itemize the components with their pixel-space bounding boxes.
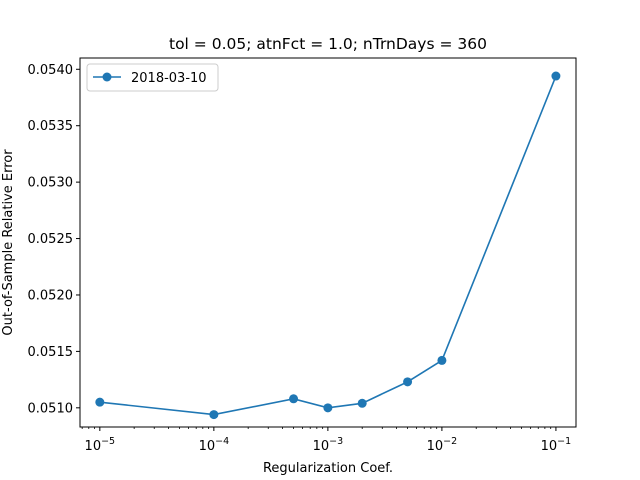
- x-tick-base: 10: [313, 439, 330, 454]
- x-tick-label: 10−4: [199, 436, 230, 454]
- x-tick-label: 10−3: [313, 436, 344, 454]
- x-tick-exponent: −3: [329, 436, 343, 447]
- y-tick-label: 0.0510: [28, 401, 74, 416]
- x-axis-label: Regularization Coef.: [263, 461, 393, 476]
- y-axis-label: Out-of-Sample Relative Error: [1, 149, 16, 336]
- x-tick-exponent: −1: [557, 436, 571, 447]
- x-tick-base: 10: [541, 439, 558, 454]
- legend-label: 2018-03-10: [131, 71, 207, 86]
- chart-title: tol = 0.05; atnFct = 1.0; nTrnDays = 360: [169, 35, 487, 53]
- x-axis: 10−5 10−4 10−3 10−2 10−1: [81, 427, 572, 454]
- data-point: [323, 403, 333, 413]
- x-tick-exponent: −4: [215, 436, 229, 447]
- y-tick-label: 0.0515: [28, 345, 74, 360]
- data-point: [95, 397, 105, 407]
- y-axis: 0.0510 0.0515 0.0520 0.0525 0.0530 0.0535 0.05…: [28, 63, 80, 416]
- x-tick-exponent: −5: [101, 436, 115, 447]
- legend-marker: [102, 72, 112, 82]
- x-tick-label: 10−5: [85, 436, 116, 454]
- y-tick-label: 0.0530: [28, 176, 74, 191]
- data-point: [209, 410, 219, 420]
- data-point: [437, 355, 447, 365]
- x-tick-base: 10: [85, 439, 102, 454]
- y-tick-label: 0.0535: [28, 119, 74, 134]
- x-tick-base: 10: [199, 439, 216, 454]
- y-tick-label: 0.0525: [28, 232, 74, 247]
- x-tick-base: 10: [427, 439, 444, 454]
- x-tick-exponent: −2: [443, 436, 457, 447]
- legend: 2018-03-10: [86, 63, 219, 92]
- legend-box: [86, 63, 219, 92]
- data-point: [551, 71, 561, 81]
- data-point: [357, 398, 367, 408]
- data-point: [403, 377, 413, 387]
- plot-frame: [79, 57, 577, 428]
- data-point: [289, 394, 299, 404]
- x-tick-label: 10−2: [427, 436, 458, 454]
- series-line-2018-03-10: [99, 75, 557, 416]
- plot-area: [80, 58, 576, 427]
- x-tick-label: 10−1: [541, 436, 572, 454]
- series-points: [95, 71, 561, 420]
- y-tick-label: 0.0540: [28, 63, 74, 78]
- y-tick-label: 0.0520: [28, 288, 74, 303]
